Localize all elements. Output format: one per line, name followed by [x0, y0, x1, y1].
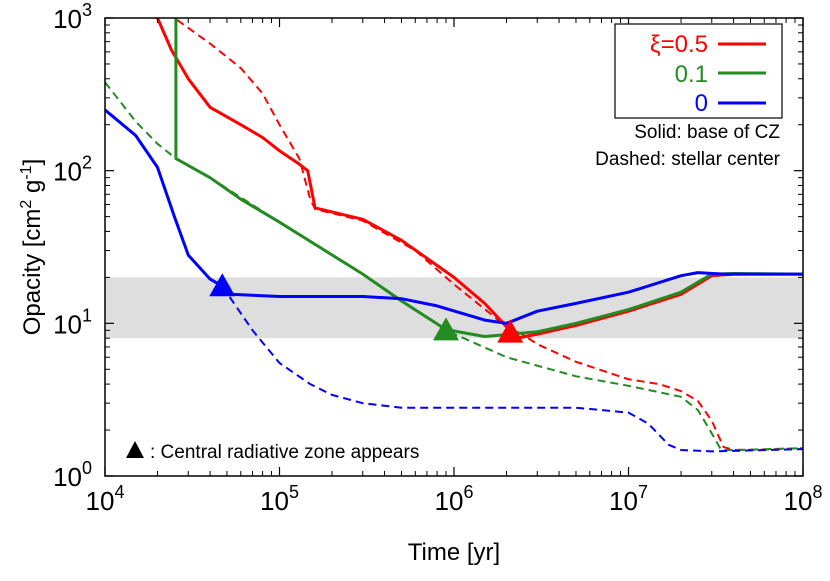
x-tick-label: 106 — [435, 482, 474, 516]
legend-label-01: 0.1 — [675, 61, 708, 88]
triangle-note: : Central radiative zone appears — [150, 442, 419, 463]
series-blue-solid — [105, 108, 803, 325]
y-axis-title-part3: ] — [19, 159, 46, 166]
y-axis-title-sup1: 2 — [18, 200, 35, 209]
y-axis-title-sup2: -1 — [18, 165, 35, 179]
shaded-band — [105, 277, 803, 339]
y-axis-title-part2: g — [19, 180, 46, 200]
y-axis-title: Opacity [cm2 g-1] — [18, 159, 46, 336]
radiative-zone-marker-0 — [209, 273, 236, 297]
series-green-dashed — [105, 81, 803, 451]
x-tick-label: 105 — [260, 482, 299, 516]
series-blue-dashed — [221, 285, 803, 453]
legend-label-0: 0 — [695, 90, 708, 117]
y-axis-title-part1: Opacity [cm — [19, 209, 46, 336]
plot-frame — [104, 17, 804, 477]
y-tick-label: 101 — [53, 305, 92, 339]
radiative-zone-marker-1 — [433, 317, 460, 341]
x-tick-label: 108 — [784, 482, 823, 516]
y-tick-label: 100 — [53, 458, 92, 492]
triangle-legend-icon — [126, 441, 144, 458]
marker-layer — [209, 273, 524, 343]
solid-note: Solid: base of CZ — [634, 122, 780, 143]
x-tick-label: 104 — [86, 482, 125, 516]
radiative-zone-marker-2 — [497, 319, 524, 343]
axis-layer: 104 105 106 107 108 100 101 102 103 — [53, 0, 822, 516]
legend: ξ=0.5 0.1 0 — [614, 23, 783, 119]
y-tick-label: 102 — [53, 153, 92, 187]
x-tick-label: 107 — [609, 482, 648, 516]
series-red-solid — [155, 18, 803, 340]
legend-label-xi: ξ=0.5 — [650, 31, 708, 58]
x-axis-title: Time [yr] — [408, 539, 500, 566]
y-tick-label: 103 — [53, 0, 92, 34]
dashed-note: Dashed: stellar center — [595, 149, 780, 170]
